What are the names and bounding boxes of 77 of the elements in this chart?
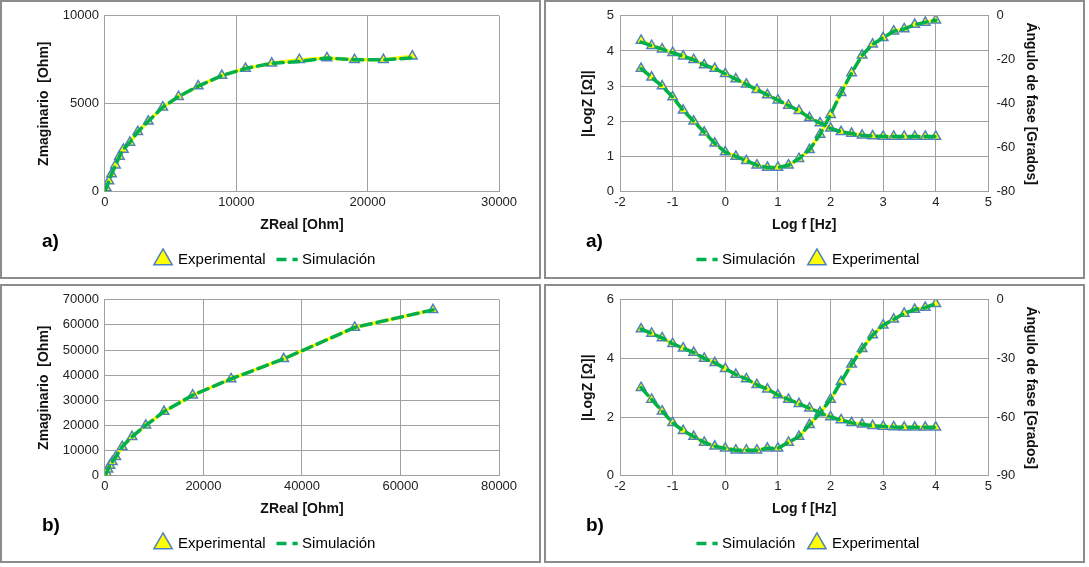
y-tick-label: 70000: [62, 291, 99, 307]
y2-tick-label: -30: [996, 349, 1016, 365]
y2-tick-label: -20: [996, 51, 1016, 67]
x-tick-label: 80000: [480, 477, 518, 493]
y-tick-label: 2: [606, 112, 615, 128]
x-tick-label: 10000: [218, 193, 255, 209]
x-tick-label: 1: [774, 193, 782, 209]
x-tick-label: 30000: [480, 193, 518, 209]
legend-label: Simulación: [302, 249, 376, 267]
x-tick-label: -1: [666, 193, 679, 209]
y-tick-label: 2: [606, 408, 615, 424]
y-tick-label: 30000: [62, 391, 99, 407]
y-axis-title: Zmaginario [Ohm]: [35, 41, 52, 166]
legend-label: Simulación: [722, 533, 796, 551]
x-tick-label: 60000: [382, 477, 419, 493]
x-tick-label: 0: [101, 477, 109, 493]
x-tick-label: 0: [721, 193, 729, 209]
text: a): [586, 230, 603, 251]
y-tick-label: 0: [606, 467, 615, 483]
y-tick-label: 50000: [62, 341, 99, 357]
x-tick-label: 1: [774, 477, 782, 493]
x-tick-label: 4: [932, 193, 940, 209]
legend-label: Experimental: [831, 533, 920, 551]
x-axis-title: Log f [Hz]: [771, 216, 837, 233]
x-tick-label: 20000: [349, 193, 386, 209]
x-tick-label: -1: [666, 477, 679, 493]
y2-tick-label: -60: [996, 139, 1016, 155]
x-tick-label: -2: [614, 477, 626, 493]
legend-label: Simulación: [302, 533, 376, 551]
y-axis-title: Zmaginario [Ohm]: [35, 325, 52, 450]
y-tick-label: 4: [606, 42, 615, 58]
legend-label: Experimental: [178, 533, 266, 551]
x-tick-label: 0: [101, 193, 109, 209]
x-tick-label: 5: [984, 477, 993, 493]
y-tick-label: 10000: [62, 442, 99, 458]
y2-tick-label: 0: [996, 291, 1004, 307]
y-tick-label: 3: [606, 77, 615, 93]
x-tick-label: 2: [826, 193, 835, 209]
x-axis-title: ZReal [Ohm]: [260, 500, 344, 517]
x-tick-label: 3: [879, 193, 887, 209]
x-tick-label: 3: [879, 477, 887, 493]
y-axis-title: |LogZ [Ω]|: [579, 70, 596, 137]
legend-label: Simulación: [722, 249, 796, 267]
x-tick-label: 40000: [283, 477, 321, 493]
y-tick-label: 5: [606, 7, 615, 23]
y-tick-label: 1: [606, 148, 615, 164]
y-axis-title: |LogZ [Ω]|: [579, 354, 596, 421]
x-tick-label: 0: [721, 477, 729, 493]
legend-label: Experimental: [831, 249, 920, 267]
legend-label: Experimental: [178, 249, 266, 267]
y2-axis-title: Ángulo de fase [Grados]: [1023, 22, 1040, 185]
y-tick-label: 20000: [62, 416, 99, 432]
y-tick-label: 40000: [62, 366, 99, 382]
x-tick-label: 4: [932, 477, 940, 493]
y-tick-label: 5000: [70, 95, 99, 111]
y2-axis-title: Ángulo de fase [Grados]: [1023, 306, 1040, 469]
y2-tick-label: -80: [996, 183, 1016, 199]
y-tick-label: 0: [91, 183, 99, 199]
text: b): [586, 514, 604, 535]
x-tick-label: 5: [984, 193, 993, 209]
y2-tick-label: -90: [996, 467, 1016, 483]
text: a): [42, 230, 59, 251]
text: b): [42, 514, 60, 535]
y2-tick-label: -60: [996, 408, 1016, 424]
y2-tick-label: 0: [996, 7, 1004, 23]
y-tick-label: 4: [606, 349, 615, 365]
y-tick-label: 0: [91, 467, 99, 483]
y-tick-label: 6: [606, 291, 615, 307]
y-tick-label: 10000: [62, 7, 99, 23]
x-axis-title: ZReal [Ohm]: [260, 216, 344, 233]
x-tick-label: 20000: [185, 477, 222, 493]
x-tick-label: 2: [826, 477, 835, 493]
x-tick-label: -2: [614, 193, 626, 209]
y-tick-label: 60000: [62, 316, 99, 332]
y-tick-label: 0: [606, 183, 615, 199]
x-axis-title: Log f [Hz]: [771, 500, 837, 517]
y2-tick-label: -40: [996, 95, 1016, 111]
